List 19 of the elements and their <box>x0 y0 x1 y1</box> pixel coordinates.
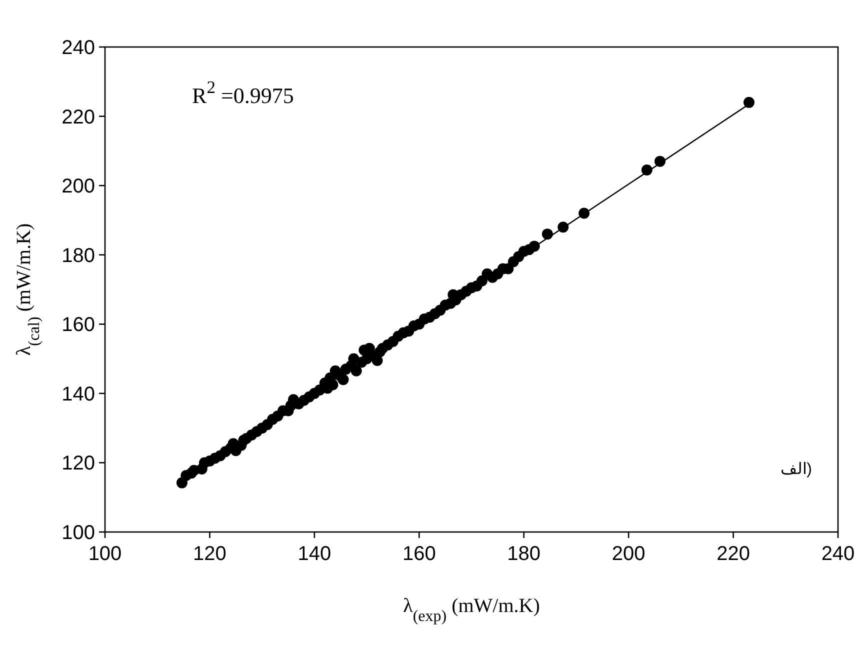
x-tick-label: 240 <box>821 543 855 565</box>
y-tick-label: 160 <box>62 314 95 336</box>
x-tick-label: 220 <box>716 543 750 565</box>
annotation: R$^{2}$ =0.9975 <box>192 77 294 108</box>
x-tick-label: 160 <box>402 543 436 565</box>
y-tick-label: 240 <box>62 37 95 59</box>
x-tick-label: 140 <box>298 543 332 565</box>
y-tick-label: 200 <box>62 176 95 198</box>
y-tick-label: 100 <box>62 522 95 544</box>
x-tick-label: 180 <box>507 543 541 565</box>
x-axis-title: λ$_{(exp)}$ (mW/m.K) <box>403 595 540 624</box>
y-tick-label: 180 <box>62 244 95 267</box>
y-tick-label: 220 <box>62 106 95 128</box>
x-tick-label: 200 <box>612 543 646 565</box>
y-tick-label: 140 <box>62 383 95 406</box>
x-tick-label: 100 <box>88 543 122 565</box>
annotation: الف) <box>780 461 812 478</box>
x-tick-label: 120 <box>193 543 226 565</box>
y-tick-label: 120 <box>62 452 95 475</box>
